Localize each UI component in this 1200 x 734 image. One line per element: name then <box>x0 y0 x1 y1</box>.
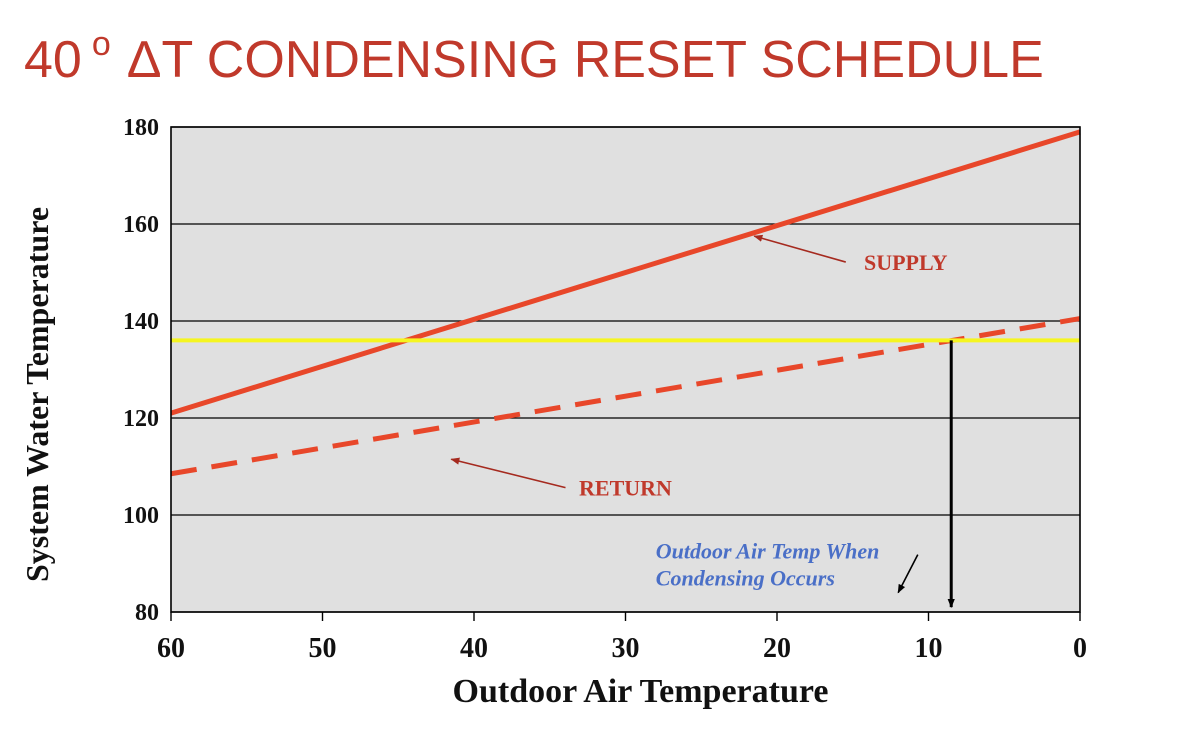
title-text: ΔT CONDENSING RESET SCHEDULE <box>126 31 1044 89</box>
y-tick-label-80: 80 <box>135 600 159 626</box>
x-tick-label-60: 60 <box>157 633 185 664</box>
annotation-label-0: SUPPLY <box>864 250 948 275</box>
plot-frame <box>170 126 1081 613</box>
annotation-arrow-2 <box>897 554 919 594</box>
x-axis-label: Outdoor Air Temperature <box>453 673 829 710</box>
annotation-label-1: RETURN <box>579 476 672 501</box>
annotation-arrow-0 <box>753 234 846 263</box>
x-tick-label-10: 10 <box>915 633 943 664</box>
slide-title: 40 o ΔT CONDENSING RESET SCHEDULE <box>24 8 1044 96</box>
annotation-arrow-1 <box>450 457 566 489</box>
plot-area <box>171 127 1080 612</box>
series-lines <box>170 129 1081 477</box>
y-tick-label-180: 180 <box>123 115 159 141</box>
x-tick-label-40: 40 <box>460 633 488 664</box>
x-tick-label-30: 30 <box>612 633 640 664</box>
y-tick-label-100: 100 <box>123 503 159 529</box>
degree-symbol: o <box>91 25 111 63</box>
x-tick-label-0: 0 <box>1073 633 1087 664</box>
y-tick-label-140: 140 <box>123 309 159 335</box>
y-tick-label-160: 160 <box>123 212 159 238</box>
y-axis-label: System Water Temperature <box>19 207 55 582</box>
annotation-label-2: Outdoor Air Temp When <box>656 539 880 564</box>
x-tick-label-20: 20 <box>763 633 791 664</box>
annotations: SUPPLY RETURN Outdoor Air Temp WhenCondens… <box>450 234 955 609</box>
y-tick-label-120: 120 <box>123 406 159 432</box>
series-return-line <box>170 316 1081 477</box>
series-supply-line <box>170 129 1081 416</box>
title-prefix: 40 <box>24 31 82 89</box>
annotation-label-3: Condensing Occurs <box>656 565 835 590</box>
x-tick-label-50: 50 <box>309 633 337 664</box>
